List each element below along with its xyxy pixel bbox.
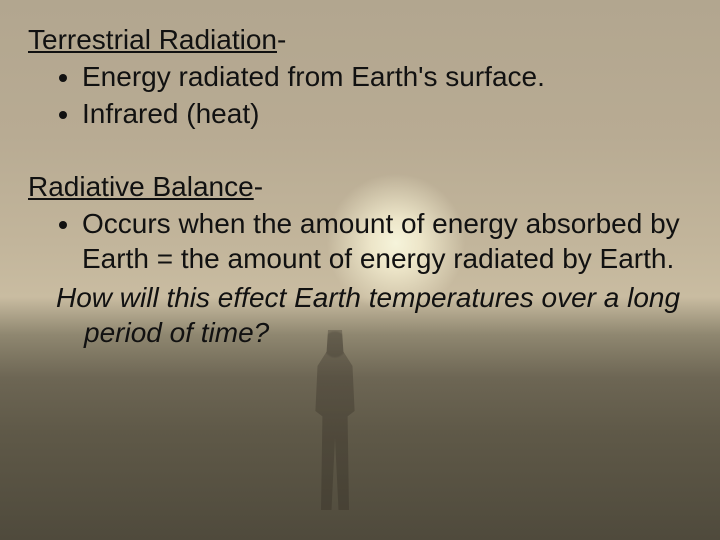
section-2-question: How will this effect Earth temperatures …	[56, 280, 692, 350]
list-item: Infrared (heat)	[82, 96, 692, 131]
section-1-bullets: Energy radiated from Earth's surface. In…	[28, 59, 692, 131]
section-2-heading: Radiative Balance	[28, 171, 254, 202]
list-item: Occurs when the amount of energy absorbe…	[82, 206, 692, 276]
section-2-heading-suffix: -	[254, 171, 263, 202]
section-2-bullets: Occurs when the amount of energy absorbe…	[28, 206, 692, 276]
section-2: Radiative Balance- Occurs when the amoun…	[28, 169, 692, 350]
slide: Terrestrial Radiation- Energy radiated f…	[0, 0, 720, 540]
list-item: Energy radiated from Earth's surface.	[82, 59, 692, 94]
section-2-heading-row: Radiative Balance-	[28, 169, 692, 204]
section-1-heading: Terrestrial Radiation	[28, 24, 277, 55]
section-1-heading-row: Terrestrial Radiation-	[28, 22, 692, 57]
slide-content: Terrestrial Radiation- Energy radiated f…	[28, 22, 692, 350]
section-1-heading-suffix: -	[277, 24, 286, 55]
